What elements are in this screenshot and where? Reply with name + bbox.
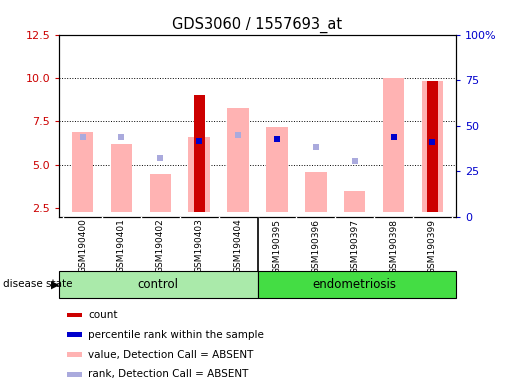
Text: ▶: ▶	[52, 279, 60, 289]
Bar	[150, 174, 171, 212]
Bar	[194, 95, 204, 212]
Bar	[67, 313, 82, 317]
Text: GSM190395: GSM190395	[272, 218, 281, 273]
Text: endometriosis: endometriosis	[313, 278, 397, 291]
Bar	[188, 137, 210, 212]
Bar	[67, 352, 82, 357]
Text: GSM190399: GSM190399	[428, 218, 437, 273]
Text: GSM190401: GSM190401	[117, 218, 126, 273]
Text: disease state: disease state	[3, 279, 72, 289]
Text: GSM190404: GSM190404	[234, 218, 243, 273]
Text: count: count	[89, 310, 118, 320]
Bar	[383, 78, 404, 212]
Bar	[227, 108, 249, 212]
Text: value, Detection Call = ABSENT: value, Detection Call = ABSENT	[89, 349, 254, 360]
Text: GSM190397: GSM190397	[350, 218, 359, 273]
Text: control: control	[138, 278, 179, 291]
Text: GSM190402: GSM190402	[156, 218, 165, 273]
Bar	[427, 81, 438, 212]
Bar	[422, 81, 443, 212]
Bar	[258, 271, 456, 298]
Bar	[59, 271, 258, 298]
Bar	[305, 172, 327, 212]
Bar	[344, 191, 365, 212]
Bar	[67, 372, 82, 377]
Text: GSM190403: GSM190403	[195, 218, 204, 273]
Text: GDS3060 / 1557693_at: GDS3060 / 1557693_at	[173, 17, 342, 33]
Bar	[266, 127, 288, 212]
Text: rank, Detection Call = ABSENT: rank, Detection Call = ABSENT	[89, 369, 249, 379]
Text: percentile rank within the sample: percentile rank within the sample	[89, 330, 264, 340]
Text: GSM190398: GSM190398	[389, 218, 398, 273]
Text: GSM190400: GSM190400	[78, 218, 87, 273]
Text: GSM190396: GSM190396	[311, 218, 320, 273]
Bar	[72, 132, 93, 212]
Bar	[111, 144, 132, 212]
Bar	[67, 333, 82, 337]
